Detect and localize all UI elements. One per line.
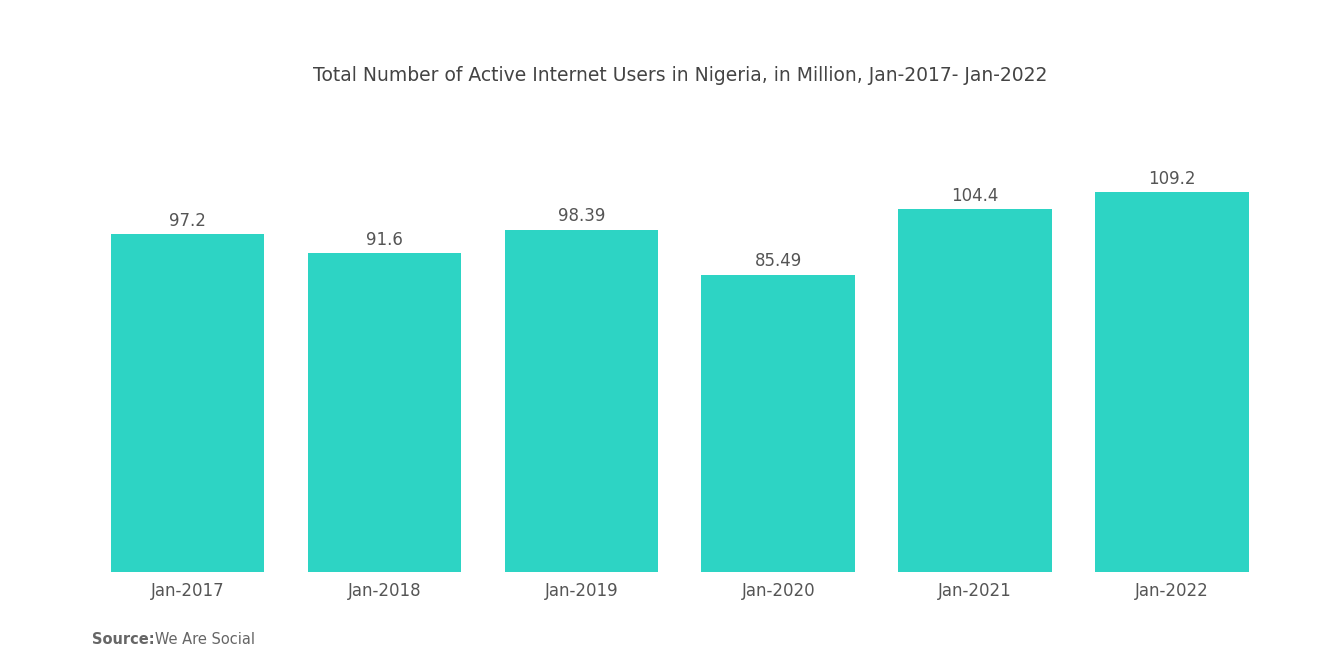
Text: 98.39: 98.39 <box>557 207 605 225</box>
Text: 97.2: 97.2 <box>169 211 206 229</box>
Text: 91.6: 91.6 <box>366 231 403 249</box>
Text: 109.2: 109.2 <box>1148 170 1196 188</box>
Text: 104.4: 104.4 <box>952 187 999 205</box>
Text: We Are Social: We Are Social <box>141 632 255 647</box>
Text: 85.49: 85.49 <box>755 252 801 271</box>
Bar <box>111 234 264 572</box>
Bar <box>1096 192 1249 572</box>
Title: Total Number of Active Internet Users in Nigeria, in Million, Jan-2017- Jan-2022: Total Number of Active Internet Users in… <box>313 66 1047 85</box>
Bar <box>701 275 855 572</box>
Bar <box>504 229 659 572</box>
Bar <box>899 209 1052 572</box>
Bar <box>308 253 461 572</box>
Text: Source:: Source: <box>92 632 154 647</box>
